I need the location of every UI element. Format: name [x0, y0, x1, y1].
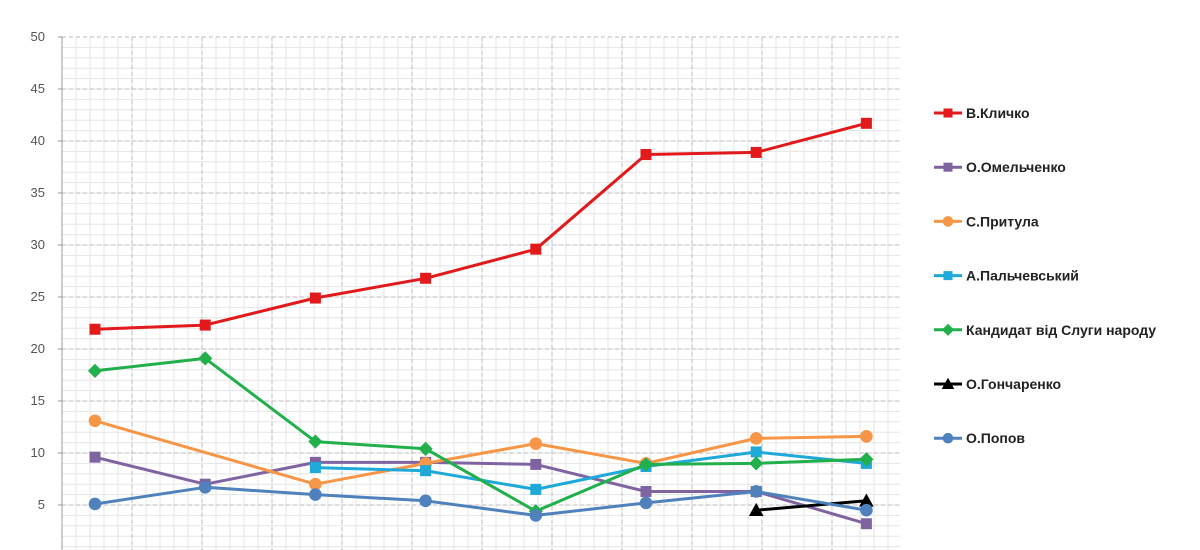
data-point	[308, 434, 323, 449]
data-point	[640, 485, 652, 497]
data-point	[309, 488, 322, 501]
legend-item: А.Пальчевський	[934, 268, 1079, 284]
data-point	[420, 272, 432, 284]
data-point	[88, 414, 102, 428]
data-point	[88, 497, 102, 511]
data-point	[749, 432, 763, 445]
legend-label: А.Пальчевський	[966, 268, 1079, 284]
data-point	[309, 462, 321, 474]
data-point	[748, 502, 764, 517]
series-6	[748, 493, 874, 517]
grid	[62, 36, 900, 550]
data-point	[529, 509, 543, 522]
data-point	[420, 465, 432, 477]
y-tick-label: 15	[31, 393, 45, 408]
legend-swatch-marker	[942, 216, 954, 227]
legend-item: О.Попов	[934, 430, 1025, 446]
legend-label: О.Омельченко	[966, 159, 1066, 175]
legend-swatch-marker	[942, 432, 954, 444]
series-line	[94, 121, 867, 331]
series-7	[88, 481, 873, 522]
legend-swatch-marker	[943, 162, 953, 172]
legend-item: О.Омельченко	[934, 159, 1066, 175]
data-point	[860, 117, 872, 129]
data-point	[309, 477, 322, 491]
legend-label: С.Притула	[966, 213, 1039, 229]
axes: 5 10 15 20 25 30 35 40 45 50	[31, 29, 63, 550]
series-line	[94, 455, 867, 526]
data-point	[639, 496, 653, 510]
data-point	[638, 457, 654, 472]
legend-item: Кандидат від Слуги народу	[934, 322, 1156, 338]
series-layer	[87, 117, 874, 530]
data-point	[87, 363, 103, 378]
legend-swatch-marker	[941, 323, 955, 336]
legend: В.Кличко О.Омельченко С.Притула А.Пальчевсь…	[934, 105, 1156, 446]
legend-label: В.Кличко	[966, 105, 1030, 121]
data-point	[198, 481, 212, 494]
y-tick-label: 10	[31, 445, 45, 460]
data-point	[749, 456, 764, 471]
data-point	[309, 292, 321, 304]
legend-swatch-marker	[943, 271, 953, 281]
data-point	[530, 483, 542, 495]
y-tick-label: 25	[31, 289, 45, 304]
y-tick-label: 30	[31, 237, 45, 252]
y-tick-label: 35	[31, 185, 45, 200]
series-line	[94, 485, 867, 517]
data-point	[418, 441, 433, 456]
legend-swatch-marker	[941, 377, 955, 390]
y-tick-label: 50	[31, 29, 45, 44]
data-point	[860, 518, 872, 530]
series-1	[89, 117, 872, 335]
data-point	[89, 323, 101, 335]
legend-label: О.Попов	[966, 430, 1025, 446]
y-tick-label: 5	[38, 497, 45, 512]
data-point	[530, 243, 542, 255]
data-point	[529, 437, 543, 450]
series-line	[94, 356, 867, 513]
data-point	[859, 452, 874, 467]
y-tick-label: 45	[31, 81, 45, 96]
data-point	[199, 319, 211, 331]
data-point	[89, 451, 101, 463]
series-line	[756, 499, 867, 512]
data-point	[859, 493, 874, 507]
data-point	[419, 494, 432, 508]
series-5	[87, 351, 874, 519]
legend-label: Кандидат від Слуги народу	[966, 322, 1156, 338]
legend-swatch-marker	[943, 108, 953, 118]
legend-label: О.Гончаренко	[966, 376, 1061, 392]
y-tick-label: 40	[31, 133, 45, 148]
legend-item: О.Гончаренко	[934, 376, 1061, 392]
legend-item: В.Кличко	[934, 105, 1030, 121]
data-point	[640, 149, 652, 161]
y-tick-label: 20	[31, 341, 45, 356]
data-point	[749, 485, 763, 498]
data-point	[860, 503, 873, 517]
data-point	[530, 458, 542, 470]
data-point	[750, 446, 762, 458]
data-point	[860, 430, 873, 443]
data-point	[750, 146, 762, 158]
series-line	[315, 450, 867, 491]
legend-item: С.Притула	[934, 213, 1039, 229]
data-point	[198, 351, 213, 366]
